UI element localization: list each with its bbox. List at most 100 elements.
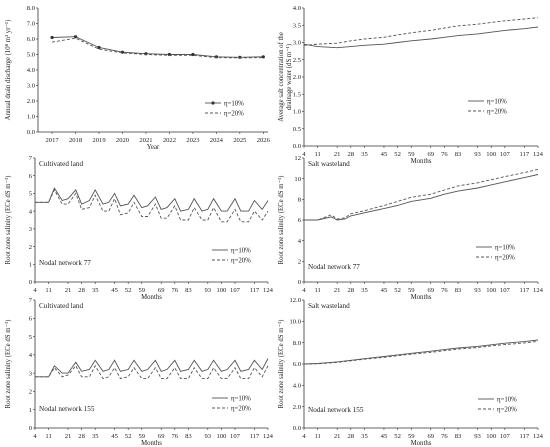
legend-label: η=10% [487, 98, 507, 105]
panel-annotation: Nodal network 155 [39, 405, 95, 413]
y-tick-label: 4.0 [293, 5, 302, 12]
series-line-2 [52, 37, 264, 59]
x-tick-label: 100 [216, 287, 227, 294]
y-axis-label: Root zone salinity (ECe dS m⁻¹) [5, 320, 12, 409]
x-tick-label: 124 [533, 151, 544, 158]
x-tick-label: 124 [263, 433, 274, 440]
x-axis-label: Year [147, 144, 160, 151]
x-tick-label: 83 [455, 151, 462, 158]
x-tick-label: 52 [394, 287, 401, 294]
series-line-1 [35, 187, 269, 212]
data-point [191, 52, 195, 57]
y-tick-label: 1.5 [293, 91, 302, 98]
x-tick-label: 69 [158, 433, 165, 440]
y-tick-label: 1 [29, 261, 32, 268]
y-tick-label: 1 [29, 407, 32, 414]
x-tick-label: 83 [185, 287, 192, 294]
x-tick-label: 59 [138, 433, 145, 440]
x-tick-label: 59 [408, 433, 415, 440]
chart-panel-1: 0.0 1.0 2.0 3.0 4.0 5.0 6.0 7.0 8.0 2017 2018 2019 2… [5, 5, 271, 151]
x-tick-label: 21 [334, 433, 341, 440]
x-tick-label: 35 [361, 433, 368, 440]
x-tick-label: 2025 [233, 137, 247, 144]
x-tick-label: 2022 [163, 137, 176, 144]
x-tick-label: 35 [92, 433, 99, 440]
series-line-2 [303, 340, 539, 365]
panel-annotation: Nodal network 77 [39, 259, 91, 267]
y-tick-label: 0 [298, 279, 302, 286]
legend-label: η=20% [495, 254, 515, 261]
x-tick-label: 4 [33, 433, 37, 440]
y-axis-label: Root zone salinity (ECe dS m⁻¹) [278, 176, 285, 265]
x-tick-label: 93 [205, 287, 212, 294]
y-tick-label: 3 [29, 370, 33, 377]
legend-marker [211, 101, 215, 105]
x-tick-label: 100 [216, 433, 227, 440]
y-tick-label: 7 [29, 297, 33, 304]
legend-label: η=10% [495, 244, 515, 251]
y-tick-label: 0.5 [293, 126, 302, 133]
y-tick-label: 8.0 [293, 340, 302, 347]
y-tick-label: 6 [29, 315, 33, 322]
x-tick-label: 52 [394, 433, 401, 440]
data-point [50, 35, 54, 40]
panel-title: Cultivated land [39, 302, 84, 310]
y-tick-label: 6 [298, 217, 302, 224]
x-tick-label: 45 [381, 433, 388, 440]
x-tick-label: 100 [486, 433, 497, 440]
legend-label: η=20% [224, 110, 244, 117]
x-tick-label: 2019 [92, 137, 106, 144]
x-tick-label: 11 [45, 287, 51, 294]
y-tick-label: 0.0 [293, 425, 302, 432]
y-tick-label: 0 [29, 425, 33, 432]
x-tick-label: 117 [520, 433, 530, 440]
y-tick-label: 10.0 [289, 319, 301, 326]
x-tick-label: 69 [158, 287, 165, 294]
y-tick-label: 6.0 [27, 36, 36, 43]
series-line-1 [303, 26, 539, 49]
series-line-1 [52, 36, 264, 58]
x-tick-label: 69 [427, 287, 434, 294]
x-tick-label: 11 [45, 433, 51, 440]
x-tick-label: 124 [533, 433, 544, 440]
legend-label: η=10% [224, 100, 244, 107]
x-tick-label: 4 [302, 287, 306, 294]
y-tick-label: 7.0 [27, 21, 36, 28]
x-tick-label: 21 [334, 287, 341, 294]
x-tick-label: 2024 [210, 137, 224, 144]
x-tick-label: 93 [474, 433, 481, 440]
y-tick-label: 8.0 [27, 5, 36, 12]
y-tick-label: 3.0 [293, 40, 302, 47]
panel-annotation: Nodal network 77 [308, 263, 360, 271]
x-tick-label: 124 [533, 287, 544, 294]
y-axis-label: Average salt concentration of the [278, 32, 285, 122]
x-tick-label: 11 [314, 151, 320, 158]
x-tick-label: 76 [172, 433, 179, 440]
x-tick-label: 117 [520, 287, 530, 294]
y-tick-label: 2.0 [293, 74, 302, 81]
y-tick-label: 5 [29, 334, 33, 341]
x-tick-label: 4 [302, 151, 306, 158]
x-tick-label: 93 [474, 287, 481, 294]
legend-label: η=20% [231, 257, 251, 264]
x-tick-label: 28 [78, 287, 85, 294]
x-tick-label: 45 [111, 287, 118, 294]
data-point [238, 55, 242, 59]
y-tick-label: 2 [298, 259, 301, 266]
y-tick-label: 3.0 [27, 83, 36, 90]
x-tick-label: 28 [348, 287, 355, 294]
x-tick-label: 4 [33, 287, 37, 294]
x-tick-label: 124 [263, 287, 274, 294]
data-point [120, 50, 125, 54]
x-tick-label: 69 [427, 151, 434, 158]
x-tick-label: 2023 [186, 137, 200, 144]
y-axis-label: Root zone salinity (ECe dS m⁻¹) [278, 320, 285, 409]
x-tick-label: 93 [205, 433, 212, 440]
x-tick-label: 21 [334, 151, 341, 158]
x-tick-label: 117 [250, 433, 260, 440]
y-tick-label: 4 [29, 208, 33, 215]
y-axis-label: Annual drain discharge (10⁸ m³ yr⁻¹) [5, 20, 12, 121]
y-tick-label: 1.0 [293, 109, 302, 116]
